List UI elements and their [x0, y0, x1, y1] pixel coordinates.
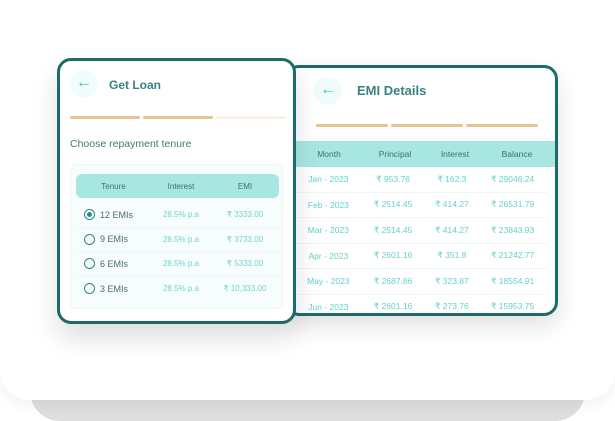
radio-button[interactable] — [84, 258, 95, 270]
progress-bar — [316, 124, 538, 127]
principal-cell: ₹ 2514.45 — [373, 199, 413, 210]
arrow-left-icon: ← — [76, 74, 92, 91]
balance-cell: ₹ 15953.75 — [491, 301, 535, 312]
radio-dot-icon — [87, 212, 92, 218]
principal-cell: ₹ 2514.45 — [373, 224, 413, 235]
column-header-balance: Balance — [501, 149, 533, 159]
emi-details-card: ← EMI Details Month Principal Interest B… — [285, 65, 558, 316]
column-header-interest: Interest — [167, 181, 195, 191]
emi-cell: ₹ 10,333.00 — [223, 284, 267, 294]
progress-segment-2 — [391, 124, 463, 127]
month-cell: Jan - 2023 — [308, 174, 349, 185]
back-button[interactable]: ← — [70, 70, 98, 98]
tenure-table-header: Tenure Interest EMI — [76, 174, 279, 198]
tenure-table-body: 12 EMIs 28.5% p.a ₹ 3333.00 9 EMIs 28.5%… — [76, 203, 279, 301]
interest-cell: ₹ 351.8 — [437, 250, 467, 261]
table-row: Jan - 2023 ₹ 953.76 ₹ 162.3 ₹ 29046.24 — [296, 167, 547, 193]
progress-segment-2 — [143, 116, 213, 119]
column-header-principal: Principal — [378, 149, 412, 159]
principal-cell: ₹ 2687.86 — [373, 275, 413, 286]
month-cell: Jun - 2023 — [308, 301, 349, 312]
month-cell: Apr - 2023 — [308, 250, 349, 261]
radio-button[interactable] — [84, 233, 95, 245]
arrow-left-icon: ← — [320, 81, 336, 98]
interest-cell: 28.5% p.a — [162, 234, 200, 244]
table-row: Apr - 2023 ₹ 2601.16 ₹ 351.8 ₹ 21242.77 — [296, 244, 547, 269]
column-header-emi: EMI — [237, 181, 253, 191]
interest-cell: 28.5% p.a — [162, 284, 200, 294]
table-row: May - 2023 ₹ 2687.86 ₹ 323.87 ₹ 18554.91 — [296, 269, 547, 295]
balance-cell: ₹ 18554.91 — [491, 275, 535, 286]
emi-table-header: Month Principal Interest Balance — [296, 141, 555, 167]
column-header-month: Month — [317, 149, 341, 159]
principal-cell: ₹ 2601.16 — [373, 301, 413, 312]
interest-cell: 28.5% p.a — [162, 210, 200, 220]
interest-cell: ₹ 414.27 — [434, 224, 469, 235]
balance-cell: ₹ 29046.24 — [491, 173, 535, 184]
table-row: Feb - 2023 ₹ 2514.45 ₹ 414.27 ₹ 26531.79 — [296, 193, 547, 218]
tenure-label: 6 EMIs — [100, 258, 129, 269]
interest-cell: ₹ 162.3 — [437, 173, 467, 184]
interest-cell: ₹ 414.27 — [434, 199, 469, 210]
tenure-option-9[interactable]: 9 EMIs 28.5% p.a ₹ 3733.00 — [76, 228, 279, 252]
radio-button[interactable] — [84, 283, 95, 295]
month-cell: May - 2023 — [307, 276, 350, 287]
emi-cell: ₹ 3333.00 — [226, 210, 264, 220]
repayment-tenure-label: Choose repayment tenure — [70, 138, 192, 150]
tenure-label: 3 EMIs — [100, 283, 129, 294]
tenure-label: 12 EMIs — [100, 209, 134, 220]
month-cell: Mar - 2023 — [307, 225, 349, 236]
tenure-option-12[interactable]: 12 EMIs 28.5% p.a ₹ 3333.00 — [76, 203, 279, 228]
balance-cell: ₹ 21242.77 — [491, 250, 535, 261]
balance-cell: ₹ 23843.93 — [491, 224, 535, 235]
emi-cell: ₹ 5333.00 — [226, 259, 264, 269]
get-loan-card: ← Get Loan Choose repayment tenure Tenur… — [57, 58, 296, 324]
interest-cell: ₹ 273.76 — [434, 301, 469, 312]
principal-cell: ₹ 2601.16 — [373, 250, 413, 261]
month-cell: Feb - 2023 — [307, 199, 349, 210]
table-row: Mar - 2023 ₹ 2514.45 ₹ 414.27 ₹ 23843.93 — [296, 218, 547, 244]
balance-cell: ₹ 26531.79 — [491, 199, 535, 210]
radio-button-selected[interactable] — [84, 209, 95, 221]
principal-cell: ₹ 953.76 — [376, 173, 410, 184]
progress-segment-1 — [316, 124, 388, 127]
tenure-option-3[interactable]: 3 EMIs 28.5% p.a ₹ 10,333.00 — [76, 277, 279, 302]
progress-segment-1 — [70, 116, 140, 119]
progress-bar — [70, 116, 286, 119]
emi-cell: ₹ 3733.00 — [226, 234, 264, 244]
emi-table-body[interactable]: Jan - 2023 ₹ 953.76 ₹ 162.3 ₹ 29046.24 F… — [296, 167, 555, 314]
interest-cell: ₹ 323.87 — [434, 275, 469, 286]
emi-details-title: EMI Details — [357, 83, 427, 98]
table-row: Jun - 2023 ₹ 2601.16 ₹ 273.76 ₹ 15953.75 — [296, 295, 547, 314]
back-button[interactable]: ← — [314, 77, 342, 105]
interest-cell: 28.5% p.a — [162, 259, 200, 269]
get-loan-title: Get Loan — [109, 78, 162, 92]
column-header-tenure: Tenure — [101, 181, 126, 191]
progress-segment-3 — [216, 116, 286, 119]
tenure-label: 9 EMIs — [100, 234, 129, 245]
tenure-options-table: Tenure Interest EMI 12 EMIs 28.5% p.a ₹ … — [70, 164, 283, 309]
column-header-interest: Interest — [440, 149, 470, 159]
tenure-option-6[interactable]: 6 EMIs 28.5% p.a ₹ 5333.00 — [76, 252, 279, 277]
progress-segment-3 — [466, 124, 538, 127]
